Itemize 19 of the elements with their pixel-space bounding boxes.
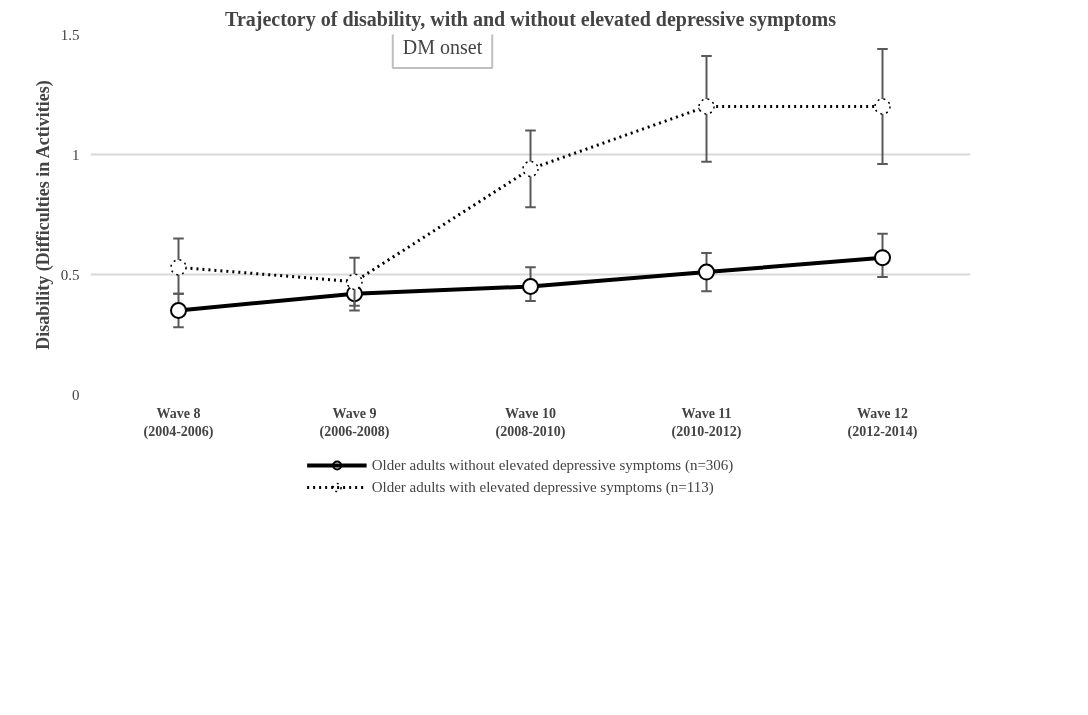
chart-title: Trajectory of disability, with and without elevated depressive symptoms	[225, 7, 837, 31]
point	[346, 273, 363, 290]
y-tick-label: 0.5	[60, 266, 80, 283]
y-tick-label: 0	[72, 386, 80, 403]
y-tick-label: 1	[72, 146, 80, 163]
y-tick-label: 1.5	[60, 26, 80, 43]
x-tick-label: Wave 8 (2004-2006)	[143, 405, 214, 440]
x-tick-label: Wave 9 (2006-2008)	[319, 405, 390, 440]
point	[170, 302, 187, 319]
x-tick-label: Wave 11 (2010-2012)	[671, 405, 742, 440]
point	[874, 249, 891, 267]
x-tick-label: Wave 10 (2008-2010)	[495, 405, 566, 440]
annotation: DM onset	[402, 36, 483, 59]
y-axis-title: Disability (Difficulties in Activities)	[32, 80, 54, 350]
point	[698, 263, 715, 281]
x-tick-label: Wave 12 (2012-2014)	[847, 405, 918, 440]
point	[522, 278, 539, 295]
legend-label: Older adults without elevated depressive symptoms (n=306)	[371, 456, 734, 474]
legend-label: Older adults with elevated depressive symptoms (n=113)	[371, 478, 714, 496]
